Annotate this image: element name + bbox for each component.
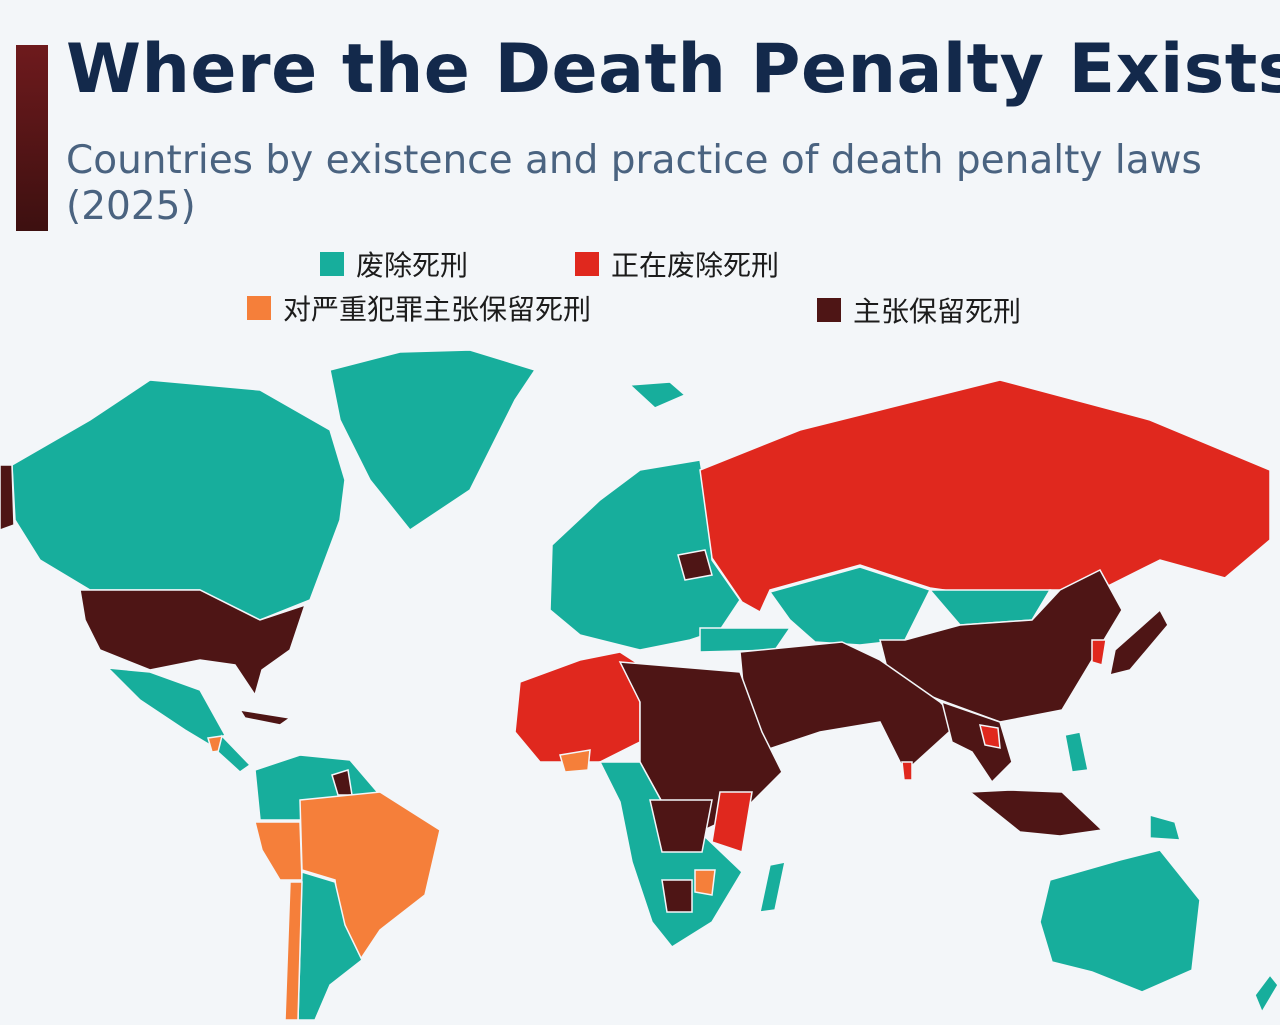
iceland (628, 381, 687, 409)
legend-item: 正在废除死刑 (575, 244, 779, 284)
madagascar (759, 861, 786, 913)
legend-swatch (320, 252, 344, 276)
new-zealand (1254, 973, 1279, 1014)
central-america (217, 734, 252, 773)
belarus (677, 549, 713, 581)
legend-swatch (575, 252, 599, 276)
australia (1039, 849, 1201, 993)
canada (11, 379, 346, 621)
subtitle: Countries by existence and practice of d… (66, 138, 1202, 229)
usa (79, 589, 307, 697)
zambia (694, 869, 716, 896)
title: Where the Death Penalty Exists (66, 30, 1280, 109)
north-africa (514, 651, 641, 763)
legend-item: 主张保留死刑 (817, 290, 1021, 330)
alaska (0, 464, 15, 531)
greenland (329, 349, 537, 532)
korea (1091, 639, 1107, 666)
mexico (105, 667, 226, 746)
west-africa (559, 749, 591, 773)
southeast-asia (940, 700, 1013, 784)
legend-item: 废除死刑 (320, 244, 468, 284)
japan (1109, 608, 1169, 677)
chile (284, 881, 303, 1021)
legend-label: 正在废除死刑 (611, 249, 780, 282)
congo (649, 799, 713, 853)
legend-swatch (247, 296, 271, 320)
botswana (661, 879, 693, 913)
russia (699, 379, 1271, 614)
legend-label: 对严重犯罪主张保留死刑 (283, 293, 592, 326)
brazil (299, 791, 441, 962)
peru (254, 821, 303, 881)
title-accent (16, 45, 48, 231)
papua (1149, 814, 1182, 841)
legend-item: 对严重犯罪主张保留死刑 (247, 288, 591, 328)
sri-lanka (901, 761, 913, 781)
east-africa (711, 791, 753, 853)
cuba (238, 708, 292, 726)
legend-swatch (817, 298, 841, 322)
legend-label: 废除死刑 (356, 249, 469, 282)
central-southern-africa (598, 761, 743, 948)
legend-label: 主张保留死刑 (853, 295, 1022, 328)
indonesia (967, 789, 1104, 837)
laos (978, 724, 1001, 749)
philippines (1064, 731, 1089, 773)
china (879, 569, 1123, 723)
